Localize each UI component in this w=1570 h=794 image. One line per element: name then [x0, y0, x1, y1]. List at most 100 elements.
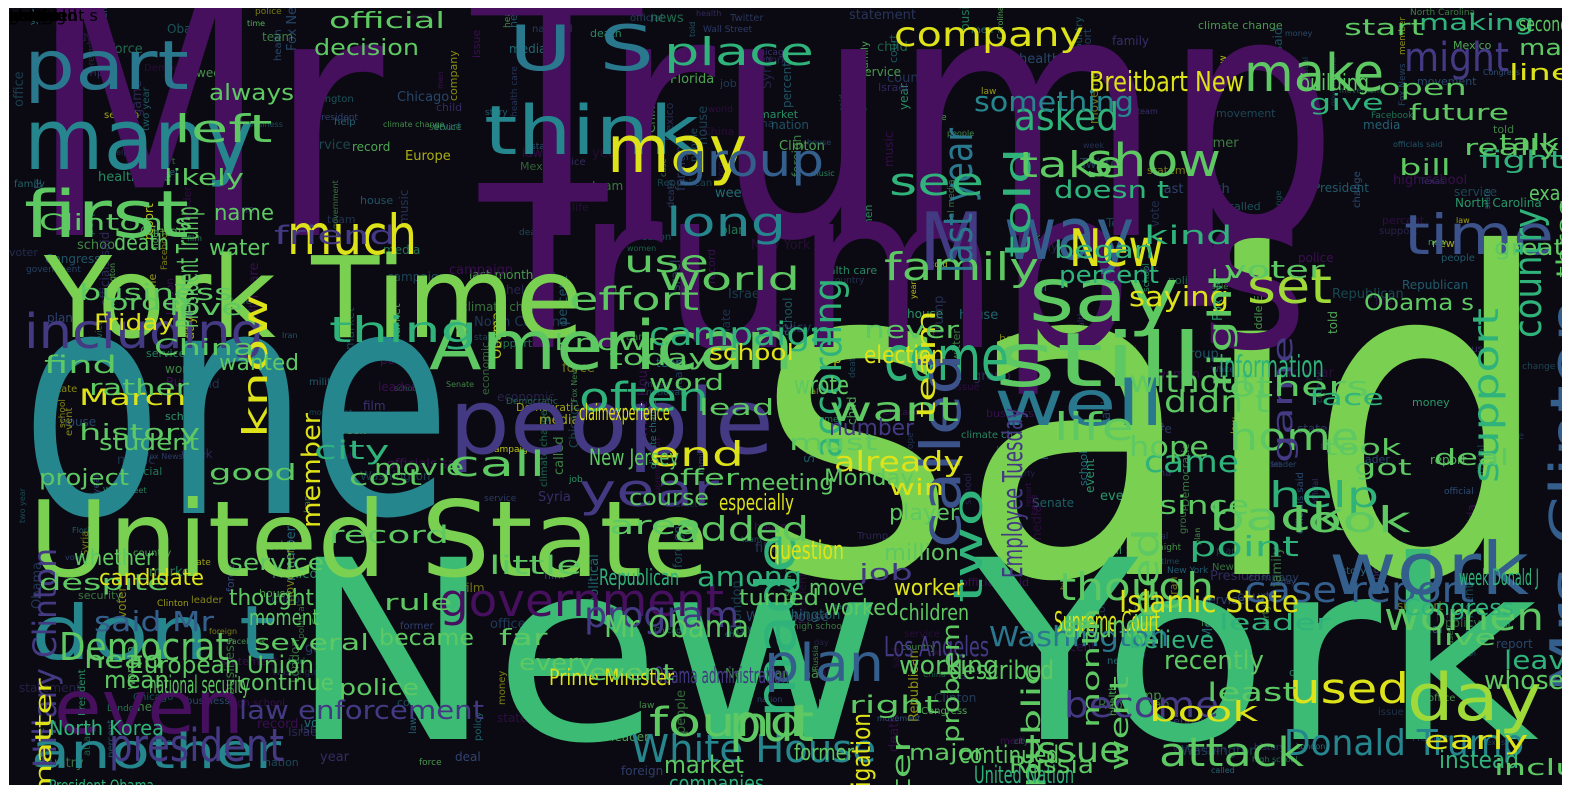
cloud-filler-word: China — [703, 125, 735, 138]
cloud-filler-word: day — [1281, 577, 1296, 586]
cloud-filler-word: film — [462, 581, 485, 595]
cloud-word: came — [1144, 445, 1240, 480]
cloud-filler-word: country — [133, 548, 172, 559]
cloud-word: thing — [329, 310, 478, 351]
cloud-word: going — [9, 8, 54, 25]
cloud-filler-word: service — [858, 65, 901, 79]
cloud-filler-word: Israel — [153, 168, 178, 178]
cloud-word: home — [1229, 415, 1360, 459]
cloud-filler-word: life — [747, 181, 763, 192]
cloud-filler-word: game — [813, 415, 839, 425]
cloud-word: despite — [39, 571, 169, 596]
cloud-filler-word: support — [1379, 226, 1418, 237]
cloud-filler-word: New York — [751, 238, 811, 253]
cloud-word: wanted — [219, 351, 299, 376]
cloud-word: good — [209, 461, 297, 486]
cloud-word: Obama administration — [654, 664, 790, 689]
cloud-filler-word: state — [1297, 422, 1328, 436]
cloud-filler-word: public — [332, 452, 360, 462]
cloud-word: cost — [349, 466, 423, 491]
cloud-filler-word: film — [187, 234, 203, 243]
cloud-word: word — [649, 371, 725, 396]
cloud-filler-word: high school — [1252, 755, 1298, 764]
cloud-filler-word: New York — [1167, 566, 1209, 576]
cloud-filler-word: news — [650, 11, 684, 26]
cloud-filler-word: Trump — [1121, 689, 1162, 704]
cloud-filler-word: job — [720, 77, 737, 90]
cloud-filler-word: national — [532, 24, 573, 35]
cloud-word: worker — [894, 576, 965, 601]
cloud-word: give — [1309, 91, 1384, 116]
cloud-filler-word: music — [117, 453, 156, 468]
cloud-filler-word: Mexico — [272, 567, 318, 582]
cloud-word: first — [24, 178, 190, 253]
cloud-word: move — [809, 576, 865, 601]
cloud-word: Republican — [599, 566, 680, 591]
cloud-word: month — [1077, 607, 1105, 728]
cloud-word: kind — [1144, 221, 1233, 251]
cloud-filler-word: Senate — [446, 380, 475, 389]
cloud-filler-word: high school — [1393, 173, 1468, 188]
cloud-word: talk — [1499, 131, 1560, 156]
cloud-filler-word: police — [556, 157, 586, 168]
cloud-filler-word: record — [352, 140, 391, 154]
cloud-filler-word: school — [77, 238, 119, 253]
cloud-filler-word: house — [754, 520, 788, 533]
cloud-filler-word: health care — [1104, 422, 1172, 436]
cloud-filler-word: high school — [228, 698, 286, 709]
cloud-filler-word: Facebook — [228, 637, 266, 646]
cloud-filler-word: Fox News — [145, 452, 183, 461]
cloud-word: s — [9, 8, 18, 25]
cloud-filler-word: market — [1201, 616, 1241, 629]
cloud-filler-word: party — [1117, 650, 1147, 663]
cloud-word: M — [919, 196, 985, 289]
cloud-word: getting — [9, 8, 67, 25]
cloud-word: say — [1029, 251, 1179, 339]
cloud-word: re — [9, 8, 26, 25]
cloud-word: believe — [1129, 626, 1214, 654]
cloud-word: offer — [659, 466, 740, 491]
cloud-word: every — [519, 651, 595, 676]
cloud-filler-word: last month — [469, 268, 534, 282]
cloud-filler-word: year — [1020, 280, 1050, 295]
cloud-word: Washington — [989, 620, 1170, 653]
cloud-word: said Mr — [94, 605, 215, 638]
cloud-word: point — [1189, 530, 1299, 563]
cloud-filler-word: China — [743, 117, 775, 130]
cloud-filler-word: Congress — [921, 706, 968, 717]
cloud-word: look — [1291, 500, 1411, 541]
cloud-word: project — [39, 466, 130, 491]
cloud-word: area — [609, 511, 702, 541]
cloud-word: don t — [31, 589, 276, 677]
cloud-filler-word: death — [519, 228, 545, 238]
cloud-filler-word: house — [807, 138, 832, 147]
cloud-filler-word: Clinton — [157, 599, 189, 609]
cloud-word: didn t — [1164, 385, 1270, 420]
cloud-word: want — [829, 390, 959, 430]
cloud-word: doesn t — [1054, 176, 1170, 204]
cloud-filler-word: force — [110, 42, 143, 57]
cloud-filler-word: Twitter — [730, 13, 764, 24]
cloud-filler-word: political — [787, 387, 819, 396]
cloud-word: people — [449, 370, 774, 475]
cloud-filler-word: child — [725, 630, 744, 639]
cloud-filler-word: house — [360, 194, 394, 207]
cloud-filler-word: business — [1465, 344, 1509, 355]
cloud-filler-word: market — [1057, 444, 1089, 454]
cloud-filler-word: vote — [1356, 396, 1374, 405]
cloud-filler-word: last month — [1160, 182, 1230, 197]
cloud-word: Employee Tuesday — [996, 408, 1029, 578]
cloud-filler-word: party — [1014, 469, 1036, 478]
cloud-word: New Jersey — [589, 446, 679, 471]
cloud-word: Democrat — [59, 625, 229, 669]
cloud-word: even — [54, 663, 244, 751]
cloud-filler-word: office — [490, 617, 526, 632]
cloud-word: recently — [1164, 646, 1264, 676]
cloud-word: show — [1086, 134, 1222, 187]
cloud-word: become — [1064, 685, 1219, 726]
cloud-filler-word: former — [400, 621, 434, 632]
cloud-word: rather — [89, 376, 190, 401]
cloud-filler-word: team — [1137, 107, 1158, 116]
cloud-filler-word: music — [644, 380, 671, 390]
cloud-filler-word: money — [1285, 29, 1313, 38]
